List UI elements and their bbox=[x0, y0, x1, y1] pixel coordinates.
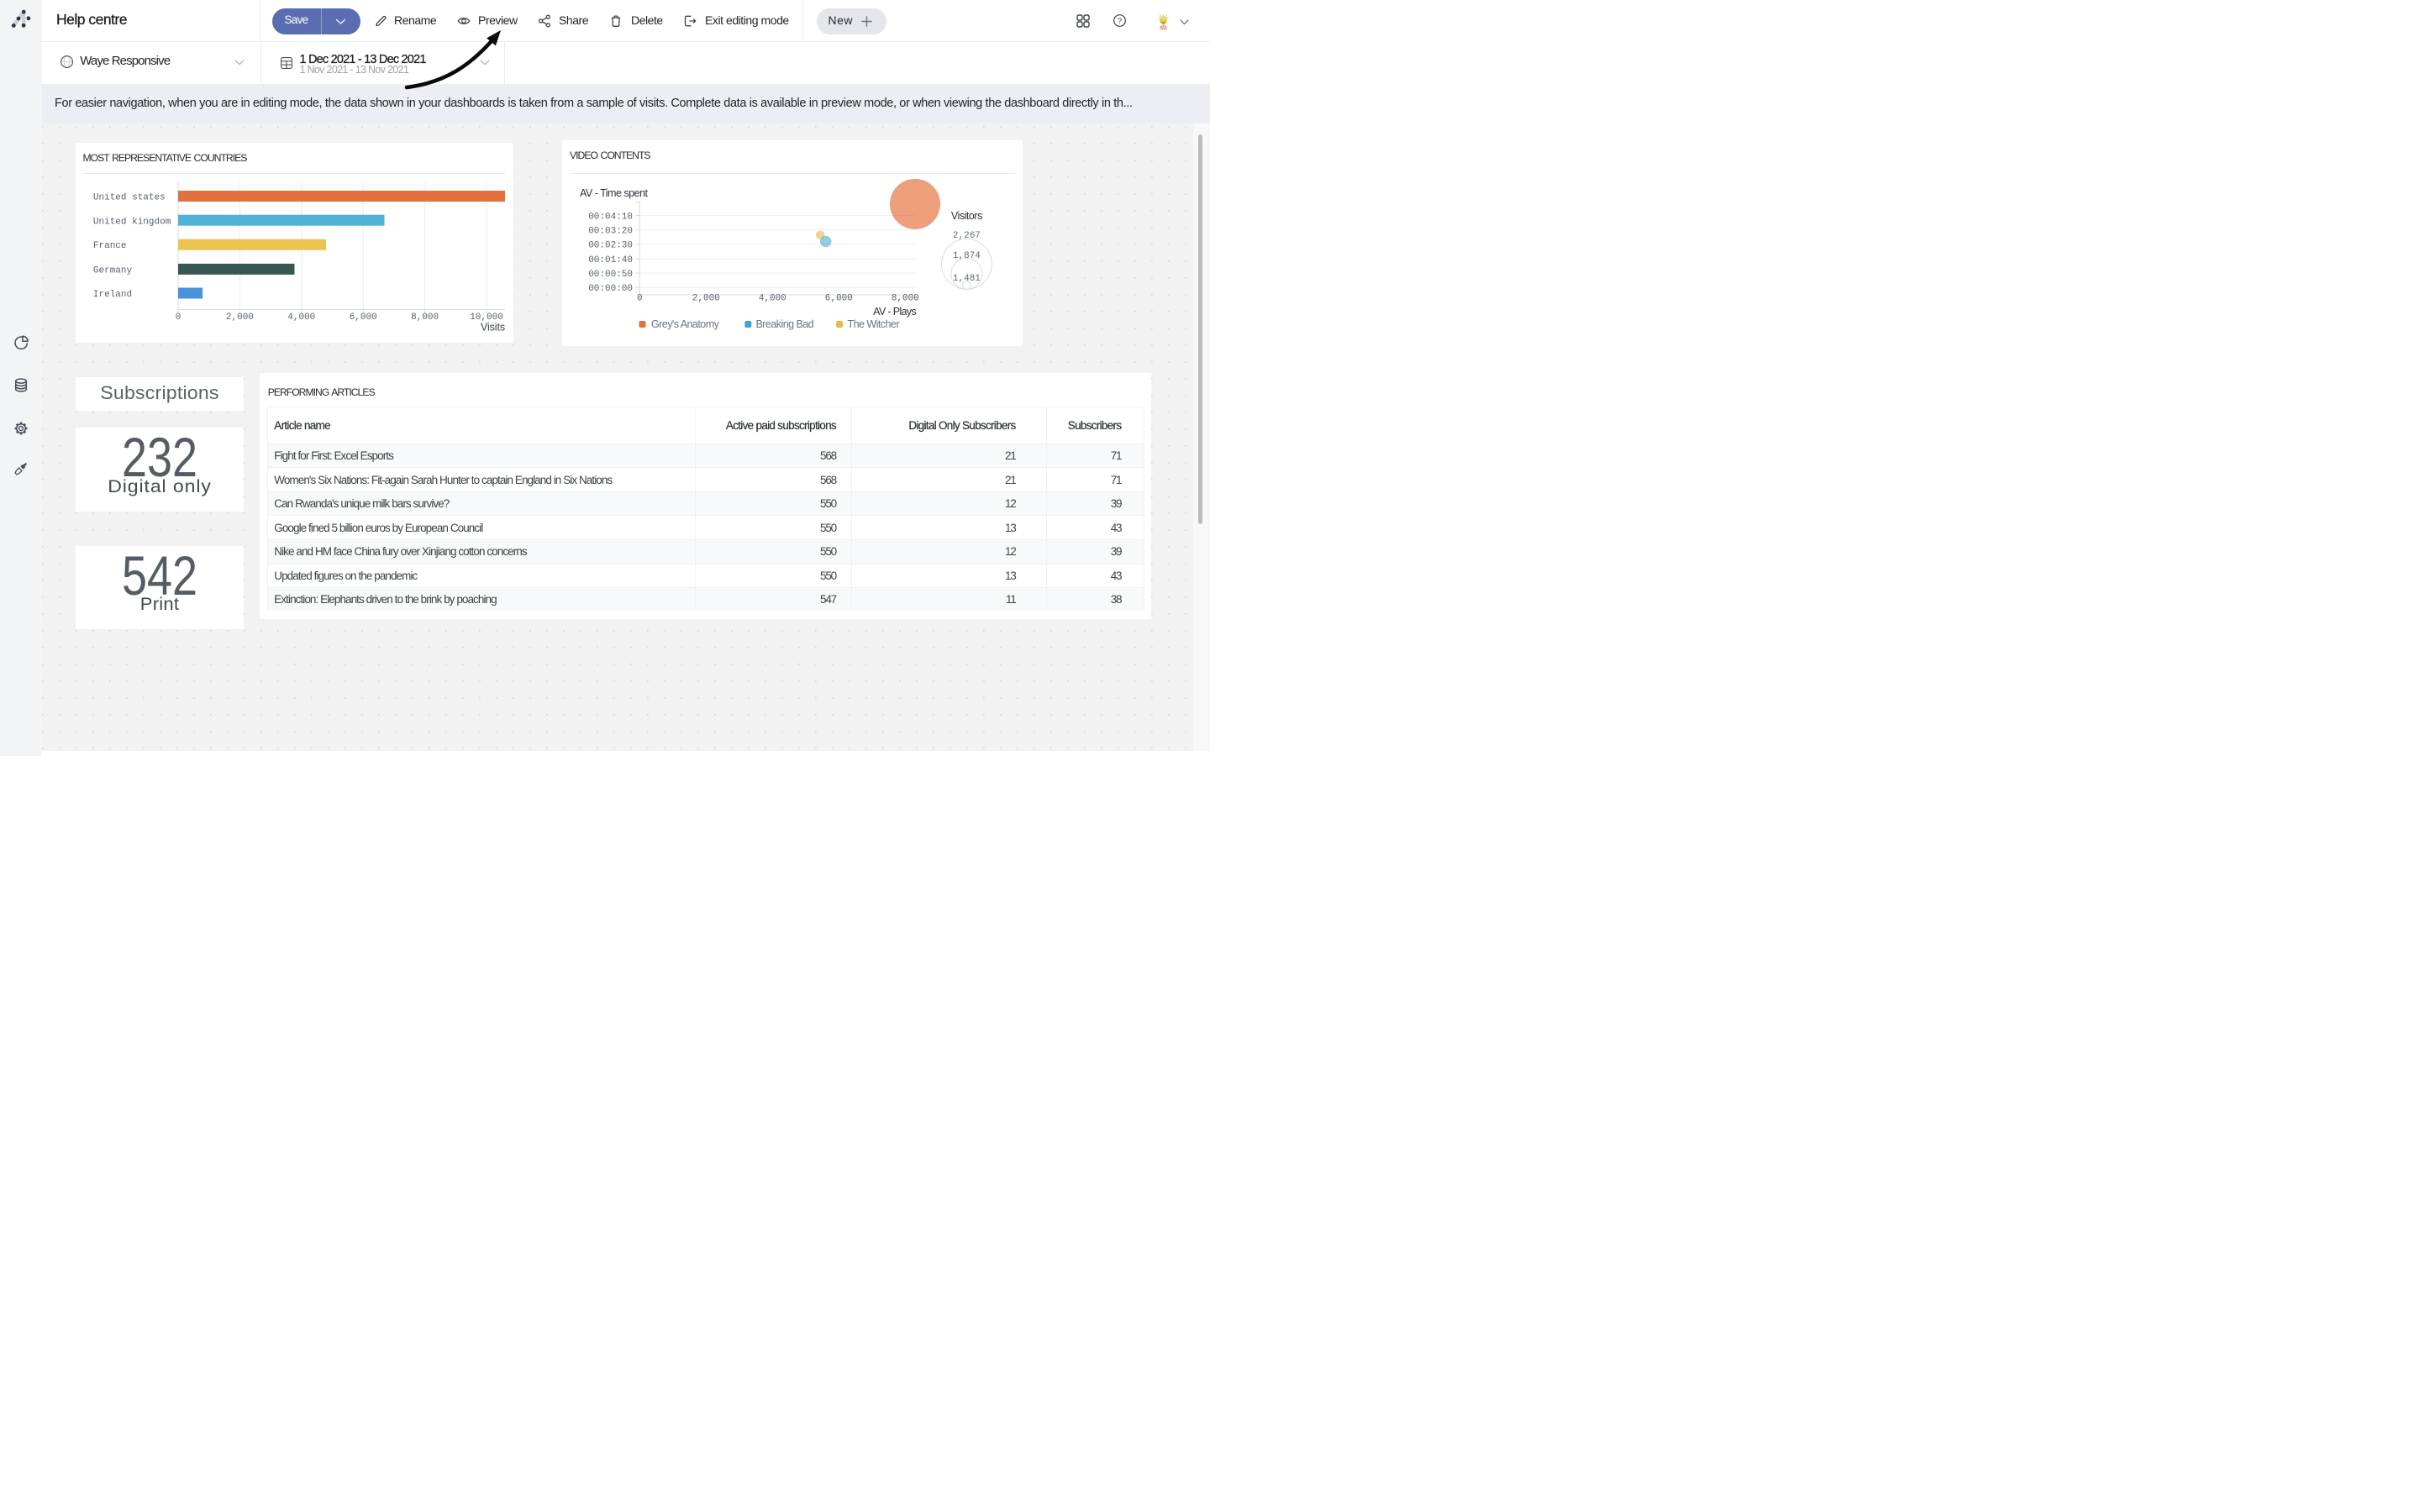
svg-text:The Witcher: The Witcher bbox=[848, 318, 900, 330]
svg-text:France: France bbox=[92, 241, 126, 251]
svg-text:Germany: Germany bbox=[92, 265, 132, 276]
svg-text:Visits: Visits bbox=[480, 321, 504, 333]
svg-text:0: 0 bbox=[175, 312, 181, 322]
svg-text:4,000: 4,000 bbox=[287, 312, 315, 322]
svg-text:United kingdom: United kingdom bbox=[92, 217, 171, 227]
svg-text:8,000: 8,000 bbox=[892, 294, 919, 304]
svg-text:United states: United states bbox=[92, 192, 165, 202]
svg-text:Grey's Anatomy: Grey's Anatomy bbox=[651, 318, 720, 330]
svg-text:00:00:00: 00:00:00 bbox=[588, 284, 633, 294]
svg-text:00:03:20: 00:03:20 bbox=[588, 227, 633, 237]
svg-text:2,267: 2,267 bbox=[953, 231, 981, 241]
svg-text:8,000: 8,000 bbox=[411, 312, 439, 322]
svg-text:00:02:30: 00:02:30 bbox=[588, 241, 633, 251]
svg-text:Breaking Bad: Breaking Bad bbox=[756, 318, 814, 330]
svg-text:6,000: 6,000 bbox=[349, 312, 376, 322]
svg-text:1,481: 1,481 bbox=[953, 274, 981, 284]
svg-text:1,874: 1,874 bbox=[953, 251, 981, 261]
svg-text:6,000: 6,000 bbox=[825, 294, 853, 304]
svg-text:Ireland: Ireland bbox=[92, 290, 131, 300]
svg-text:10,000: 10,000 bbox=[470, 312, 503, 322]
svg-text:00:00:50: 00:00:50 bbox=[588, 270, 633, 280]
svg-text:Visitors: Visitors bbox=[951, 210, 982, 222]
svg-text:4,000: 4,000 bbox=[759, 294, 786, 304]
svg-text:00:01:40: 00:01:40 bbox=[588, 255, 633, 265]
svg-text:2,000: 2,000 bbox=[692, 294, 720, 304]
svg-text:AV - Plays: AV - Plays bbox=[873, 306, 916, 318]
svg-text:0: 0 bbox=[637, 294, 643, 304]
svg-text:?: ? bbox=[1117, 17, 1121, 26]
svg-text:AV - Time spent: AV - Time spent bbox=[580, 187, 648, 199]
svg-text:2,000: 2,000 bbox=[225, 312, 253, 322]
svg-text:00:04:10: 00:04:10 bbox=[588, 212, 633, 222]
